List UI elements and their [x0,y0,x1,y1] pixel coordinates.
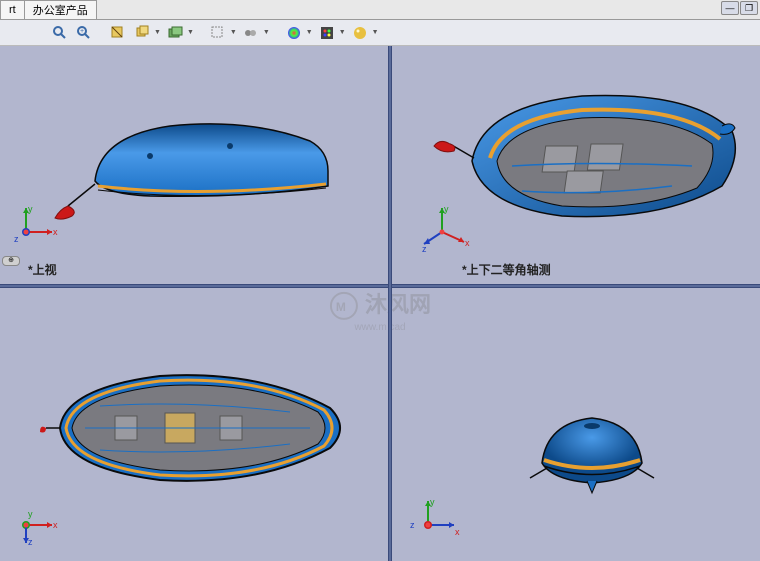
tab-office-products[interactable]: 办公室产品 [24,0,97,19]
svg-text:z: z [28,537,33,547]
viewport-dimetric[interactable]: x y z *上下二等角轴测 [392,46,760,284]
render-dropdown[interactable]: ▼ [339,29,346,36]
display-style-dropdown[interactable]: ▼ [187,29,194,36]
hide-show-icon[interactable] [208,23,228,43]
viewport-area: M 沐风网 www.m cad [0,46,760,561]
tab-bar: rt 办公室产品 [0,0,760,20]
viewport-front[interactable]: z y x [392,288,760,561]
tab-rt[interactable]: rt [0,0,25,19]
zoom-fit-icon[interactable] [50,23,70,43]
svg-text:x: x [53,520,58,530]
axis-triad-tl: x y z [8,204,58,254]
svg-text:x: x [455,527,460,537]
view-toolbar: + ▼ ▼ ▼ ▼ ▼ ▼ ▼ [0,20,760,46]
model-front-view [522,408,662,508]
axis-z-label: z [14,234,19,244]
axis-triad-br: z y x [410,497,460,547]
model-top-view [50,106,340,226]
view-label-top: *上视 [28,261,57,278]
appearance-dropdown[interactable]: ▼ [306,29,313,36]
axis-triad-bl: x y z [8,497,58,547]
scene-icon[interactable] [241,23,261,43]
svg-text:z: z [422,244,427,254]
axis-x-label: x [53,227,58,237]
model-plan-view [40,358,360,498]
apply-scene-icon[interactable] [350,23,370,43]
svg-text:y: y [430,497,435,507]
zoom-area-icon[interactable]: + [74,23,94,43]
view-orientation-icon[interactable] [132,23,152,43]
svg-text:x: x [465,238,470,248]
axis-triad-tr: x y z [422,204,472,254]
minimize-button[interactable]: — [721,1,739,15]
svg-text:y: y [444,204,449,214]
maximize-button[interactable]: ❐ [740,1,758,15]
svg-text:y: y [28,509,33,519]
hide-show-dropdown[interactable]: ▼ [230,29,237,36]
axis-y-label: y [28,204,33,214]
appearance-icon[interactable] [284,23,304,43]
render-icon[interactable] [317,23,337,43]
display-style-icon[interactable] [165,23,185,43]
view-toggle-tl[interactable]: ⊕ [2,256,20,266]
svg-text:z: z [410,520,415,530]
viewport-plan[interactable]: x y z [0,288,388,561]
apply-scene-dropdown[interactable]: ▼ [372,29,379,36]
horizontal-splitter[interactable] [0,284,760,288]
viewport-top[interactable]: x y z ⊕ *上视 [0,46,388,284]
svg-text:+: + [80,28,84,35]
scene-dropdown[interactable]: ▼ [263,29,270,36]
view-orientation-dropdown[interactable]: ▼ [154,29,161,36]
view-label-dimetric: *上下二等角轴测 [462,261,551,278]
section-view-icon[interactable] [108,23,128,43]
vertical-splitter[interactable] [388,46,392,561]
window-controls: — ❐ [721,1,758,15]
